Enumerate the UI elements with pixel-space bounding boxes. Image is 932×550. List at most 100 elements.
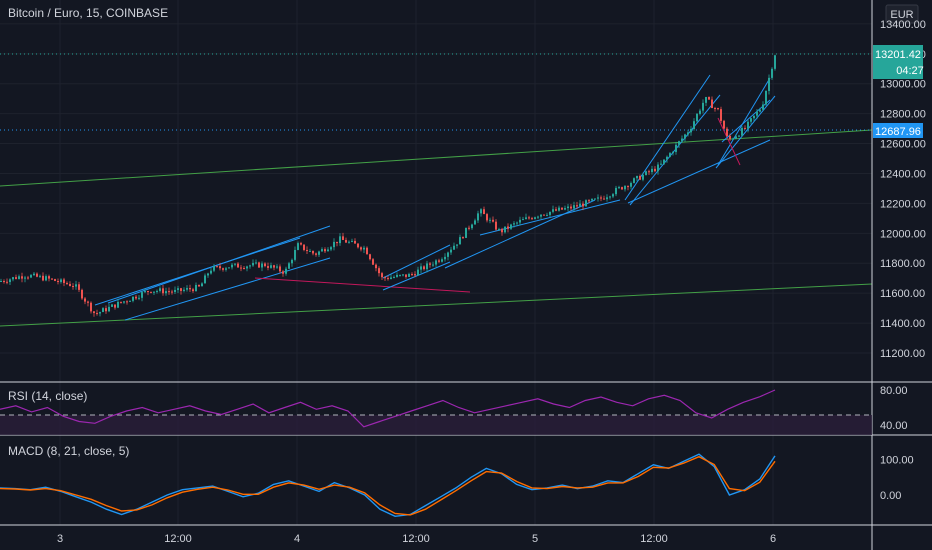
candle-up[interactable] xyxy=(201,283,203,287)
candle-up[interactable] xyxy=(585,200,587,207)
candle-down[interactable] xyxy=(342,236,344,240)
candle-down[interactable] xyxy=(720,109,722,121)
candle-up[interactable] xyxy=(636,175,638,179)
candle-down[interactable] xyxy=(126,301,128,303)
candle-up[interactable] xyxy=(756,111,758,116)
candle-up[interactable] xyxy=(102,308,104,313)
candle-down[interactable] xyxy=(105,308,107,312)
candle-down[interactable] xyxy=(162,288,164,294)
candle-down[interactable] xyxy=(90,302,92,312)
candle-up[interactable] xyxy=(477,213,479,221)
candle-up[interactable] xyxy=(447,252,449,257)
candle-up[interactable] xyxy=(747,121,749,129)
candle-down[interactable] xyxy=(483,209,485,215)
candle-up[interactable] xyxy=(567,206,569,209)
candle-down[interactable] xyxy=(654,168,656,172)
candle-down[interactable] xyxy=(66,282,68,284)
candle-up[interactable] xyxy=(261,263,263,268)
candle-up[interactable] xyxy=(309,250,311,252)
candle-up[interactable] xyxy=(774,55,776,69)
candle-down[interactable] xyxy=(237,263,239,268)
candle-up[interactable] xyxy=(186,288,188,290)
macd-line[interactable] xyxy=(0,453,776,518)
candle-up[interactable] xyxy=(318,251,320,255)
candle-up[interactable] xyxy=(732,138,734,140)
candle-down[interactable] xyxy=(576,205,578,207)
candle-down[interactable] xyxy=(264,263,266,267)
candle-down[interactable] xyxy=(15,277,17,279)
candle-down[interactable] xyxy=(411,273,413,275)
trendline[interactable] xyxy=(715,95,776,169)
candle-up[interactable] xyxy=(480,209,482,214)
macd-axis[interactable]: 100.00 0.00 xyxy=(880,455,914,503)
candle-up[interactable] xyxy=(663,159,665,164)
currency-button-bg[interactable] xyxy=(885,4,919,24)
candle-up[interactable] xyxy=(339,236,341,244)
candle-down[interactable] xyxy=(357,243,359,248)
candle-up[interactable] xyxy=(444,256,446,260)
candle-down[interactable] xyxy=(240,267,242,269)
candle-down[interactable] xyxy=(150,291,152,293)
candle-up[interactable] xyxy=(144,291,146,293)
candle-down[interactable] xyxy=(258,262,260,268)
candle-down[interactable] xyxy=(198,284,200,287)
candle-down[interactable] xyxy=(723,120,725,129)
candle-up[interactable] xyxy=(624,186,626,190)
candle-up[interactable] xyxy=(735,136,737,139)
candle-up[interactable] xyxy=(291,259,293,264)
candle-up[interactable] xyxy=(450,249,452,253)
candle-up[interactable] xyxy=(399,274,401,276)
candle-up[interactable] xyxy=(0,281,2,283)
candle-up[interactable] xyxy=(474,220,476,225)
candle-up[interactable] xyxy=(12,277,14,280)
candle-down[interactable] xyxy=(282,271,284,274)
candle-up[interactable] xyxy=(768,77,770,91)
candle-down[interactable] xyxy=(507,226,509,229)
candle-down[interactable] xyxy=(384,277,386,279)
candle-down[interactable] xyxy=(324,249,326,252)
candle-up[interactable] xyxy=(738,135,740,137)
candle-down[interactable] xyxy=(387,278,389,280)
candle-down[interactable] xyxy=(3,281,5,283)
candle-down[interactable] xyxy=(621,187,623,190)
candle-down[interactable] xyxy=(189,288,191,290)
candle-up[interactable] xyxy=(234,263,236,265)
candle-down[interactable] xyxy=(87,301,89,303)
candle-up[interactable] xyxy=(753,115,755,119)
candle-down[interactable] xyxy=(582,203,584,207)
candle-up[interactable] xyxy=(456,244,458,246)
candle-down[interactable] xyxy=(300,243,302,245)
candle-down[interactable] xyxy=(366,247,368,255)
candle-down[interactable] xyxy=(372,259,374,265)
candle-down[interactable] xyxy=(600,197,602,199)
candle-down[interactable] xyxy=(354,240,356,244)
candle-up[interactable] xyxy=(348,241,350,243)
candle-down[interactable] xyxy=(381,273,383,278)
candle-up[interactable] xyxy=(504,226,506,233)
candle-down[interactable] xyxy=(84,298,86,302)
candle-up[interactable] xyxy=(45,276,47,281)
candle-up[interactable] xyxy=(402,274,404,276)
candle-up[interactable] xyxy=(771,68,773,78)
candle-up[interactable] xyxy=(60,279,62,282)
candle-down[interactable] xyxy=(588,200,590,202)
candle-up[interactable] xyxy=(519,219,521,223)
candle-down[interactable] xyxy=(492,219,494,222)
candle-up[interactable] xyxy=(741,127,743,136)
candle-up[interactable] xyxy=(252,262,254,266)
candle-up[interactable] xyxy=(159,288,161,291)
candle-up[interactable] xyxy=(183,289,185,291)
candle-up[interactable] xyxy=(759,109,761,112)
candle-down[interactable] xyxy=(81,289,83,299)
candle-down[interactable] xyxy=(267,266,269,268)
candle-up[interactable] xyxy=(573,205,575,209)
candle-down[interactable] xyxy=(360,247,362,250)
candle-up[interactable] xyxy=(615,187,617,195)
price-axis[interactable]: 13400.0013200.0013000.0012800.0012600.00… xyxy=(880,19,926,360)
candle-up[interactable] xyxy=(75,284,77,287)
candle-up[interactable] xyxy=(174,289,176,292)
candle-down[interactable] xyxy=(219,266,221,269)
candle-up[interactable] xyxy=(210,270,212,274)
candle-up[interactable] xyxy=(207,273,209,276)
candle-up[interactable] xyxy=(330,247,332,250)
